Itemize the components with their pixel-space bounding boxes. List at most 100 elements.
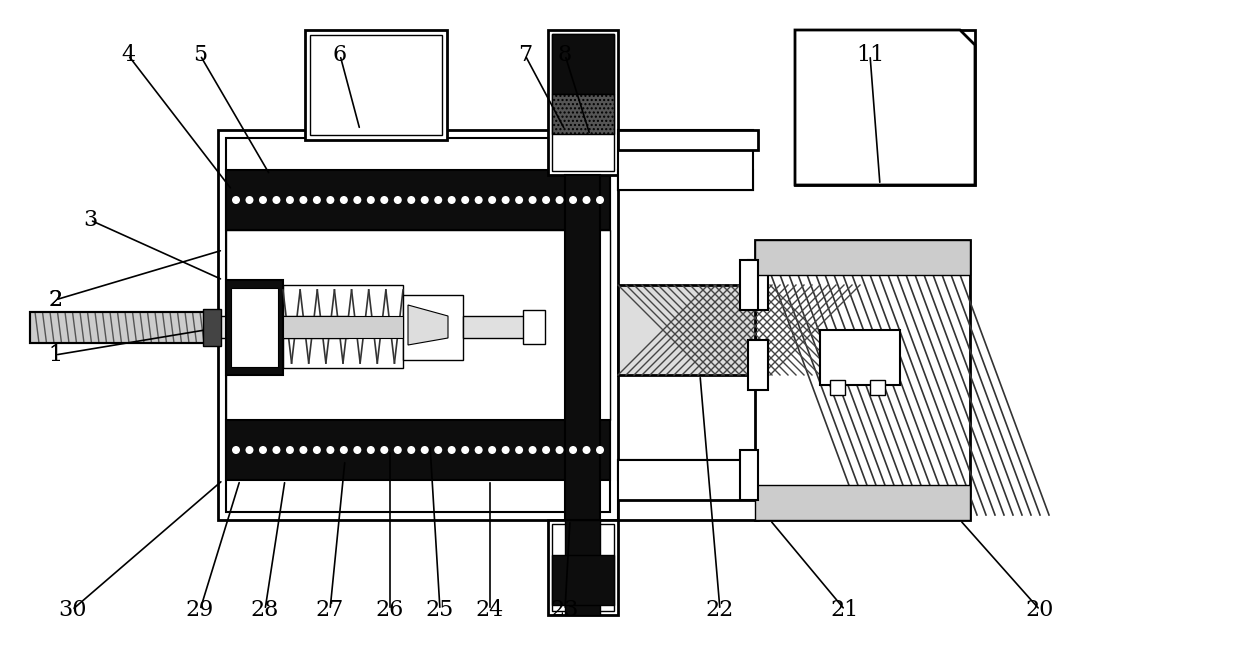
Circle shape (326, 446, 335, 454)
Bar (226, 420, 610, 480)
Circle shape (434, 196, 443, 204)
Circle shape (596, 446, 604, 454)
Circle shape (448, 446, 456, 454)
Circle shape (475, 196, 482, 204)
Circle shape (528, 446, 537, 454)
Circle shape (259, 196, 267, 204)
Text: 29: 29 (186, 599, 215, 621)
Circle shape (286, 446, 294, 454)
Bar (523, 310, 546, 344)
Bar (403, 295, 463, 360)
Circle shape (569, 446, 577, 454)
Circle shape (246, 196, 253, 204)
Bar (463, 316, 543, 338)
Text: 5: 5 (193, 44, 207, 66)
Bar (618, 460, 753, 520)
Circle shape (420, 196, 429, 204)
Text: 1: 1 (48, 344, 62, 366)
Text: 1: 1 (48, 344, 62, 366)
Bar (226, 138, 610, 512)
Bar (748, 340, 768, 390)
Bar (548, 30, 618, 175)
Bar (740, 450, 758, 500)
Circle shape (326, 196, 335, 204)
Circle shape (542, 196, 551, 204)
Circle shape (273, 196, 280, 204)
Bar (618, 460, 753, 480)
Bar (755, 485, 970, 520)
Bar (218, 130, 618, 520)
Circle shape (340, 196, 348, 204)
Bar (820, 330, 900, 385)
Circle shape (394, 446, 402, 454)
Text: 27: 27 (316, 599, 345, 621)
Text: 30: 30 (58, 599, 87, 621)
Circle shape (232, 446, 241, 454)
Bar (618, 500, 758, 520)
Circle shape (502, 196, 510, 204)
Circle shape (407, 196, 415, 204)
Bar (552, 34, 614, 171)
Bar (795, 30, 975, 185)
Bar (552, 34, 614, 94)
Circle shape (340, 446, 348, 454)
Bar (30, 312, 218, 343)
Circle shape (381, 196, 388, 204)
Circle shape (299, 196, 308, 204)
Text: 4: 4 (122, 44, 135, 66)
Bar (552, 94, 614, 134)
Bar (231, 288, 278, 367)
Bar (755, 240, 970, 520)
Text: 26: 26 (376, 599, 404, 621)
Bar (203, 309, 221, 346)
Circle shape (273, 446, 280, 454)
Text: 2: 2 (48, 289, 62, 311)
Circle shape (461, 196, 469, 204)
Circle shape (353, 196, 361, 204)
Bar (740, 260, 758, 310)
Text: 25: 25 (425, 599, 454, 621)
Bar (283, 316, 403, 338)
Circle shape (286, 196, 294, 204)
Circle shape (596, 196, 604, 204)
Circle shape (246, 446, 253, 454)
Bar (226, 170, 610, 230)
Circle shape (556, 446, 563, 454)
Bar (226, 280, 283, 375)
Text: 2: 2 (48, 289, 62, 311)
Bar (218, 316, 348, 338)
Text: 6: 6 (332, 44, 347, 66)
Circle shape (461, 446, 469, 454)
Bar (305, 30, 446, 140)
Bar (618, 285, 755, 375)
Bar (618, 170, 753, 190)
Circle shape (420, 446, 429, 454)
Circle shape (475, 446, 482, 454)
Circle shape (407, 446, 415, 454)
Circle shape (312, 446, 321, 454)
Text: 21: 21 (831, 599, 859, 621)
Text: 20: 20 (1025, 599, 1054, 621)
Polygon shape (408, 305, 448, 345)
Bar (552, 524, 614, 611)
Circle shape (299, 446, 308, 454)
Text: 7: 7 (518, 44, 532, 66)
Circle shape (583, 446, 590, 454)
Circle shape (556, 196, 563, 204)
Bar (748, 260, 768, 310)
Bar (565, 175, 600, 520)
Bar (618, 130, 758, 150)
Bar (618, 130, 753, 190)
Bar (310, 35, 441, 135)
Bar (830, 380, 844, 395)
Bar (226, 230, 610, 420)
Circle shape (528, 196, 537, 204)
Text: 28: 28 (250, 599, 279, 621)
Bar (552, 555, 614, 605)
Circle shape (542, 446, 551, 454)
Polygon shape (795, 30, 975, 185)
Circle shape (367, 446, 374, 454)
Circle shape (489, 196, 496, 204)
Circle shape (367, 196, 374, 204)
Circle shape (312, 196, 321, 204)
